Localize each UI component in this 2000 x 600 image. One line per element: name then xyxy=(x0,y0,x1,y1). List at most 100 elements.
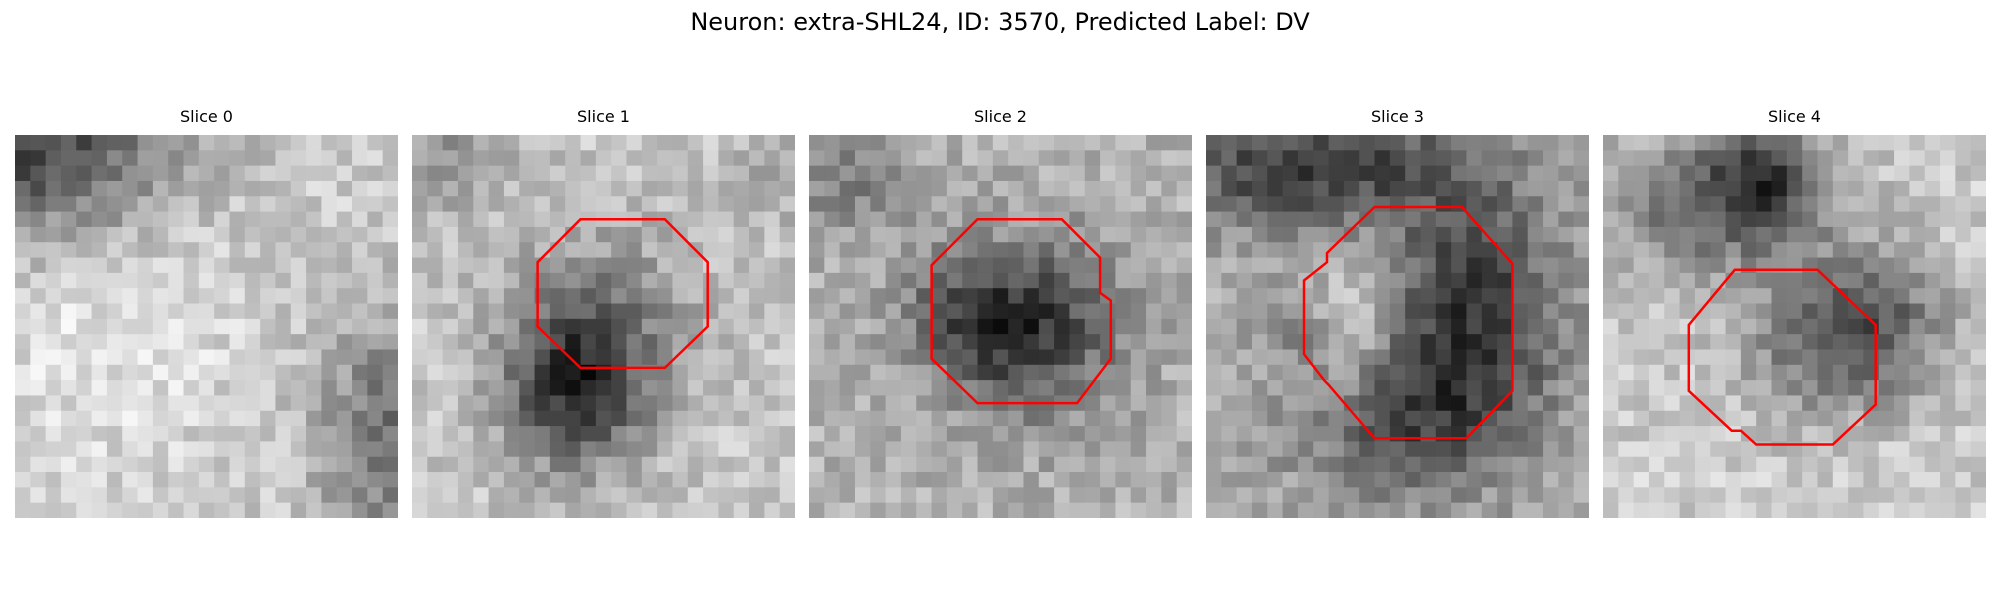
pixel xyxy=(519,196,536,213)
pixel xyxy=(1543,487,1559,504)
pixel xyxy=(764,472,781,488)
pixel xyxy=(1374,165,1391,182)
pixel xyxy=(1740,426,1757,442)
pixel xyxy=(1100,288,1116,305)
pixel xyxy=(473,211,490,228)
pixel xyxy=(870,303,887,320)
pixel xyxy=(1221,456,1238,473)
pixel xyxy=(183,472,200,488)
pixel xyxy=(306,487,322,504)
pixel xyxy=(1740,135,1757,151)
pixel xyxy=(549,441,566,458)
pixel xyxy=(1176,150,1192,167)
pixel xyxy=(1648,257,1665,274)
pixel xyxy=(1313,318,1330,335)
pixel xyxy=(703,472,719,488)
pixel xyxy=(1497,395,1513,412)
pixel xyxy=(626,456,643,473)
pixel xyxy=(473,441,490,458)
pixel xyxy=(900,349,917,366)
pixel xyxy=(183,196,200,213)
pixel xyxy=(611,487,628,504)
pixel xyxy=(1970,257,1986,274)
pixel xyxy=(549,257,566,274)
pixel xyxy=(1863,150,1880,167)
pixel xyxy=(733,288,750,305)
pixel xyxy=(1130,303,1147,320)
pixel xyxy=(1756,226,1773,243)
pixel xyxy=(1374,349,1391,366)
pixel xyxy=(946,395,963,412)
pixel xyxy=(76,410,93,427)
pixel xyxy=(1038,441,1055,458)
pixel xyxy=(427,135,444,151)
pixel xyxy=(931,334,948,351)
pixel xyxy=(1008,502,1025,518)
pixel xyxy=(1527,150,1544,167)
pixel xyxy=(1679,211,1696,228)
pixel xyxy=(214,410,231,427)
pixel xyxy=(1084,380,1101,397)
pixel xyxy=(1481,211,1498,228)
pixel xyxy=(611,165,628,182)
pixel xyxy=(1206,226,1222,243)
pixel xyxy=(1466,456,1483,473)
pixel xyxy=(1206,211,1222,228)
pixel xyxy=(595,395,612,412)
pixel xyxy=(1481,395,1498,412)
pixel xyxy=(916,242,933,259)
pixel xyxy=(1405,180,1422,197)
pixel xyxy=(1176,395,1192,412)
pixel xyxy=(1512,364,1529,381)
pixel xyxy=(321,226,338,243)
pixel xyxy=(1771,272,1788,289)
pixel xyxy=(1970,410,1986,427)
pixel xyxy=(839,272,856,289)
pixel xyxy=(870,242,887,259)
pixel xyxy=(336,334,353,351)
pixel xyxy=(1756,502,1773,518)
pixel xyxy=(76,226,93,243)
pixel xyxy=(1282,502,1299,518)
pixel xyxy=(1054,349,1071,366)
pixel xyxy=(1435,334,1452,351)
pixel xyxy=(442,272,459,289)
pixel xyxy=(275,395,292,412)
pixel xyxy=(106,165,123,182)
pixel xyxy=(687,456,704,473)
pixel xyxy=(1648,426,1665,442)
pixel xyxy=(229,288,246,305)
pixel xyxy=(1740,472,1757,488)
pixel xyxy=(91,395,108,412)
pixel xyxy=(1970,456,1986,473)
pixel xyxy=(1161,135,1178,151)
pixel xyxy=(1481,472,1498,488)
pixel xyxy=(1618,272,1635,289)
pixel xyxy=(1618,334,1635,351)
pixel xyxy=(1863,502,1880,518)
pixel xyxy=(60,288,77,305)
pixel xyxy=(1527,349,1544,366)
pixel xyxy=(152,226,169,243)
pixel xyxy=(1710,135,1727,151)
pixel xyxy=(672,303,689,320)
pixel xyxy=(1648,303,1665,320)
pixel xyxy=(1038,288,1055,305)
pixel xyxy=(321,303,338,320)
pixel xyxy=(733,441,750,458)
pixel xyxy=(457,472,474,488)
pixel xyxy=(916,135,933,151)
pixel xyxy=(946,318,963,335)
pixel xyxy=(60,303,77,320)
pixel xyxy=(442,303,459,320)
pixel xyxy=(91,349,108,366)
pixel xyxy=(137,211,154,228)
pixel xyxy=(1802,165,1819,182)
pixel xyxy=(260,272,277,289)
pixel xyxy=(152,257,169,274)
pixel xyxy=(595,242,612,259)
pixel xyxy=(306,456,322,473)
pixel xyxy=(1648,395,1665,412)
pixel xyxy=(427,196,444,213)
pixel xyxy=(1802,180,1819,197)
